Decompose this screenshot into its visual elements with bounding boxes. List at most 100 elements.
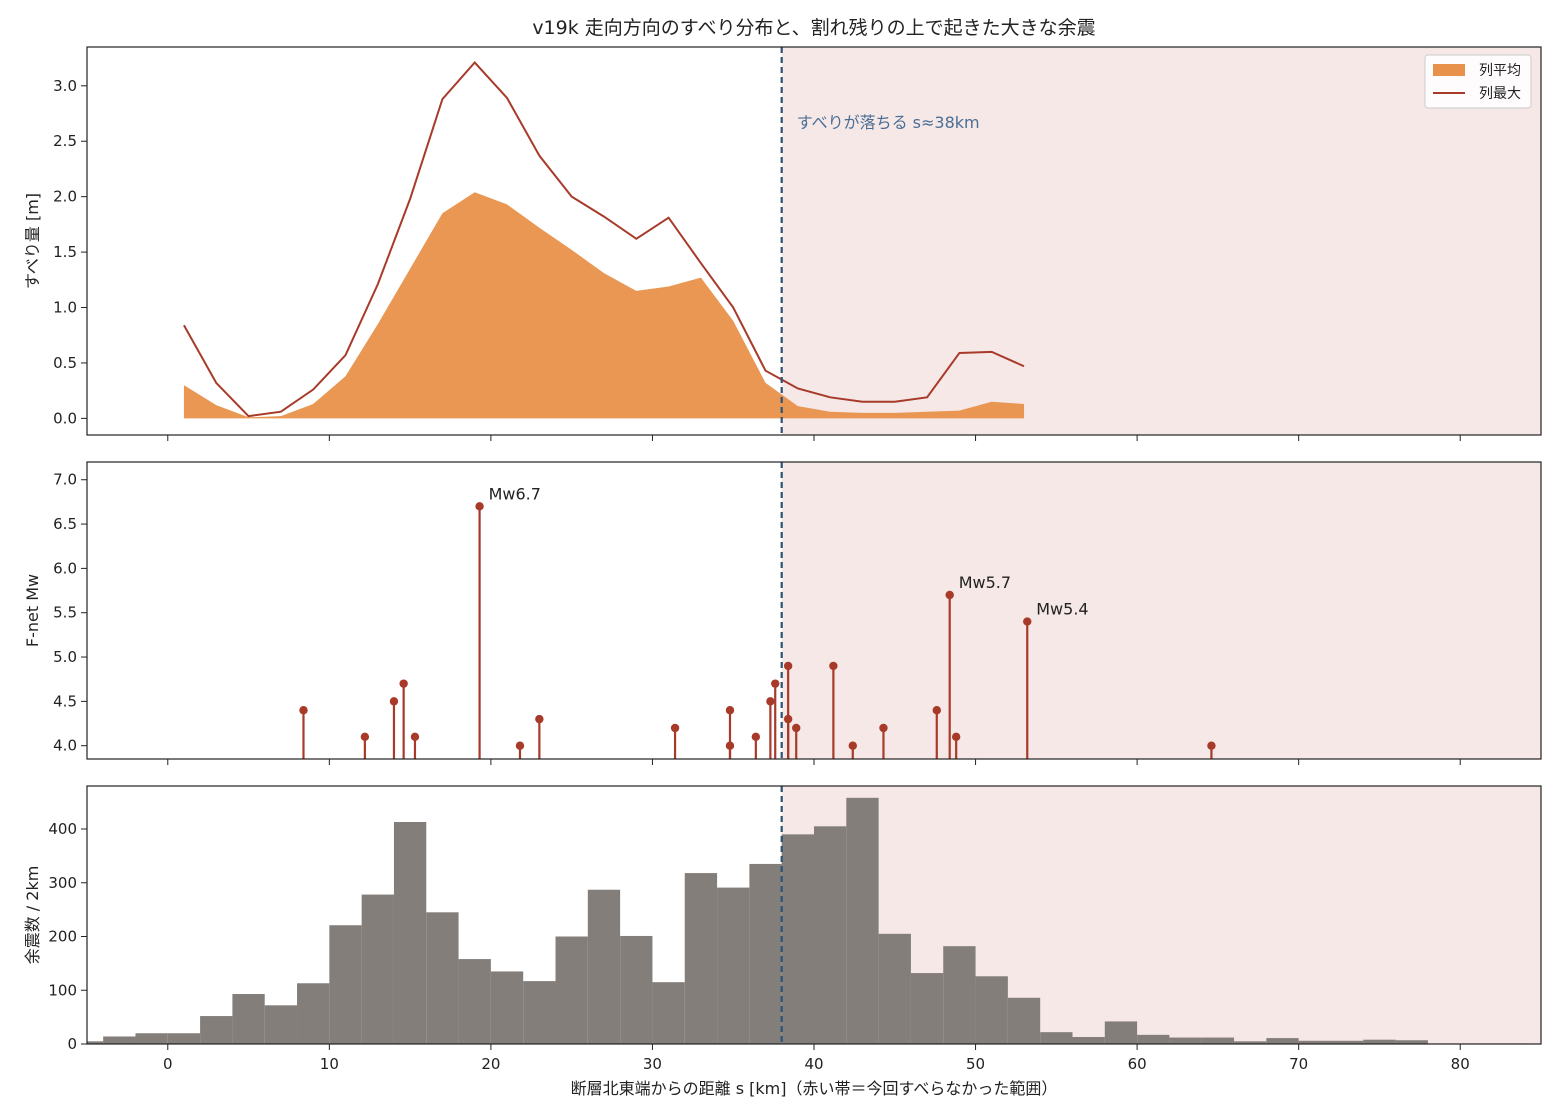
mean-slip-area [183, 192, 1025, 419]
aftershock-marker [670, 723, 680, 733]
aftershock-marker [792, 723, 801, 733]
histogram-bar [1234, 1041, 1267, 1044]
aftershock-marker [751, 732, 761, 742]
aftershock-marker [360, 732, 370, 742]
y-axis-label: 余震数 / 2km [23, 866, 42, 965]
histogram-bar [717, 887, 750, 1044]
histogram-bar [87, 1041, 104, 1044]
y-tick-label: 7.0 [53, 471, 77, 489]
x-tick-label: 40 [804, 1055, 823, 1073]
y-tick-label: 100 [48, 981, 77, 999]
histogram-bar [910, 973, 944, 1044]
aftershock-marker [389, 697, 399, 706]
histogram-bar [1330, 1040, 1364, 1044]
y-tick-label: 200 [48, 928, 77, 946]
aftershock-marker [1023, 617, 1032, 626]
x-tick-label: 60 [1128, 1055, 1147, 1073]
slip-panel: すべりが落ちる s≈38km 0.0 0.5 1.0 1.5 2.0 2.5 3.0 すべり量 … [23, 46, 1542, 441]
histogram-bar [490, 971, 524, 1044]
histogram-bar [232, 994, 265, 1044]
aftershock-histogram-panel: 0 100 200 300 400 0 10 20 30 40 50 60 70 80 余震数 / 2km 断… [23, 785, 1542, 1098]
y-tick-label: 300 [48, 874, 77, 892]
aftershock-marker [848, 741, 857, 750]
aftershock-marker [951, 732, 961, 742]
y-axis-label: すべり量 [m] [23, 193, 42, 289]
aftershock-marker [932, 706, 941, 715]
aftershock-marker [1207, 741, 1216, 750]
y-tick-label: 2.5 [53, 132, 77, 150]
legend-max-label: 列最大 [1479, 86, 1521, 102]
y-tick-label: 1.0 [53, 299, 77, 317]
magnitude-annotation: Mw6.7 [489, 484, 541, 503]
histogram-bar [297, 983, 330, 1044]
unslipped-band [781, 47, 1541, 435]
y-tick-label: 2.0 [53, 188, 77, 206]
y-tick-label: 4.0 [53, 737, 77, 755]
y-tick-label: 400 [48, 820, 77, 838]
aftershock-marker [945, 590, 954, 600]
histogram-bar [1104, 1021, 1138, 1044]
aftershock-marker [829, 661, 838, 671]
histogram-bar [620, 935, 653, 1044]
histogram-bar [458, 959, 491, 1044]
histogram-bar [652, 982, 685, 1044]
aftershock-marker [879, 723, 888, 733]
histogram-bar [1266, 1038, 1299, 1044]
y-axis-label: F-net Mw [23, 574, 42, 647]
aftershock-marker [535, 714, 544, 724]
aftershock-marker [725, 741, 735, 750]
aftershock-marker [766, 697, 775, 706]
histogram-bar [393, 822, 427, 1044]
y-tick-label: 0 [67, 1035, 77, 1053]
magnitude-annotation: Mw5.7 [959, 573, 1011, 592]
histogram-bar [1007, 997, 1041, 1044]
histogram-bar [264, 1005, 298, 1044]
y-tick-label: 5.5 [53, 604, 77, 622]
y-tick-label: 4.5 [53, 692, 77, 710]
histogram-bar [1363, 1039, 1396, 1044]
histogram-bar [555, 936, 588, 1044]
legend-mean-swatch [1433, 64, 1465, 76]
x-tick-label: 10 [320, 1055, 339, 1073]
unslipped-band [781, 462, 1541, 759]
histogram-bar [1072, 1037, 1105, 1044]
histogram-bar [200, 1016, 233, 1044]
y-tick-label: 6.0 [53, 559, 77, 577]
plot-area: Mw6.7 Mw5.7 Mw5.4 [299, 484, 1216, 759]
aftershock-marker [399, 679, 408, 688]
aftershock-marker [299, 706, 308, 715]
aftershock-marker [783, 661, 793, 671]
y-tick-label: 3.0 [53, 77, 77, 95]
histogram-bar [1395, 1040, 1428, 1044]
x-tick-label: 20 [481, 1055, 500, 1073]
histogram-bar [1040, 1032, 1073, 1044]
histogram-bar [135, 1033, 168, 1044]
y-tick-label: 1.5 [53, 243, 77, 261]
x-tick-label: 80 [1451, 1055, 1470, 1073]
legend-mean-label: 列平均 [1479, 63, 1521, 79]
histogram-bar [1298, 1040, 1331, 1044]
histogram-bar [587, 889, 621, 1044]
x-tick-label: 70 [1289, 1055, 1308, 1073]
x-tick-label: 30 [643, 1055, 662, 1073]
figure-title: v19k 走向方向のすべり分布と、割れ残りの上で起きた大きな余震 [532, 17, 1095, 39]
plot-area [87, 797, 1525, 1044]
histogram-bar [167, 1033, 201, 1044]
histogram-bar [846, 797, 879, 1044]
x-axis-label: 断層北東端からの距離 s [km]（赤い帯＝今回すべらなかった範囲） [571, 1079, 1058, 1098]
histogram-bar [1201, 1037, 1235, 1044]
y-tick-label: 0.5 [53, 354, 77, 372]
x-tick-label: 50 [966, 1055, 985, 1073]
histogram-bar [361, 894, 394, 1044]
magnitude-panel: Mw6.7 Mw5.7 Mw5.4 4.0 4.5 5.0 5.5 6.0 6.5 7.0 F-ne… [23, 461, 1542, 765]
y-tick-label: 6.5 [53, 515, 77, 533]
slip-drop-label: すべりが落ちる s≈38km [797, 113, 980, 132]
aftershock-marker [475, 502, 484, 511]
y-tick-label: 5.0 [53, 648, 77, 666]
histogram-bar [1137, 1034, 1170, 1044]
magnitude-annotation: Mw5.4 [1036, 600, 1088, 619]
aftershock-marker [783, 714, 793, 724]
histogram-bar [975, 976, 1008, 1044]
histogram-bar [523, 981, 556, 1044]
